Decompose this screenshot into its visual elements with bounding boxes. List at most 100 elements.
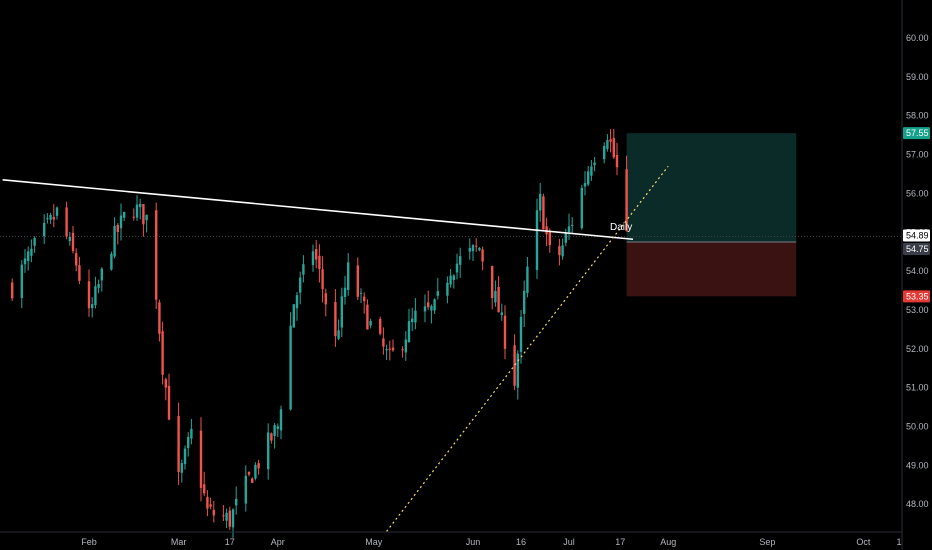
candle-body bbox=[97, 284, 100, 288]
candle-body bbox=[52, 216, 55, 220]
candle bbox=[23, 249, 27, 273]
time-tick-label: Aug bbox=[660, 537, 676, 547]
candle bbox=[388, 340, 391, 361]
candle bbox=[356, 257, 359, 301]
support-trendline[interactable] bbox=[386, 165, 669, 532]
candle bbox=[225, 508, 228, 529]
candle bbox=[475, 238, 478, 252]
candle-body bbox=[343, 287, 347, 297]
candle-body bbox=[203, 484, 206, 494]
candle-body bbox=[347, 262, 350, 290]
candle bbox=[199, 417, 203, 502]
candle-body bbox=[190, 428, 193, 439]
candle-body bbox=[251, 478, 254, 483]
candle bbox=[423, 294, 427, 323]
profit-zone[interactable] bbox=[626, 133, 797, 242]
candle-body bbox=[369, 320, 372, 326]
target-price-badge-text: 57.55 bbox=[906, 128, 929, 138]
candle bbox=[526, 256, 529, 298]
candle-body bbox=[33, 237, 36, 246]
candle bbox=[366, 299, 369, 330]
timeframe-label: Daily bbox=[610, 222, 632, 233]
candle-body bbox=[49, 214, 52, 220]
candle-body bbox=[273, 425, 276, 436]
candle bbox=[411, 307, 414, 331]
candle bbox=[535, 198, 539, 279]
candle-body bbox=[27, 251, 30, 261]
candle bbox=[289, 312, 292, 411]
candle-body bbox=[46, 218, 49, 220]
candle-body bbox=[593, 162, 596, 166]
time-tick-label: Apr bbox=[271, 537, 285, 547]
candle bbox=[270, 432, 273, 444]
candle-body bbox=[158, 302, 161, 334]
candle-body bbox=[356, 265, 359, 297]
candle bbox=[491, 265, 494, 310]
candle-body bbox=[164, 379, 167, 388]
candle bbox=[222, 505, 225, 522]
candle-body bbox=[135, 204, 139, 218]
target-price-badge: 57.55 bbox=[903, 127, 930, 140]
time-tick-label: Sep bbox=[759, 537, 775, 547]
candle bbox=[430, 304, 433, 324]
candle bbox=[459, 247, 462, 278]
candle bbox=[324, 288, 327, 317]
candle bbox=[302, 255, 305, 283]
candle bbox=[27, 246, 30, 271]
candle-body bbox=[94, 286, 97, 306]
candle-body bbox=[222, 515, 225, 517]
candle bbox=[292, 304, 295, 328]
candle bbox=[315, 240, 318, 269]
stop-price-badge-text: 53.35 bbox=[906, 291, 929, 301]
price-tick-label: 49.00 bbox=[906, 460, 929, 470]
candle-body bbox=[334, 302, 337, 337]
candle bbox=[30, 239, 33, 263]
candle-body bbox=[302, 264, 305, 275]
candle bbox=[311, 244, 315, 272]
candle-body bbox=[567, 226, 571, 233]
candle-body bbox=[187, 436, 190, 449]
candle bbox=[401, 346, 404, 358]
candle-body bbox=[481, 249, 484, 262]
candle-body bbox=[145, 214, 148, 221]
candle bbox=[318, 244, 321, 283]
candle bbox=[187, 432, 190, 457]
candle-body bbox=[411, 318, 414, 323]
candle bbox=[206, 490, 209, 517]
candle-body bbox=[359, 292, 363, 294]
candle-body bbox=[183, 448, 187, 465]
candle bbox=[468, 238, 471, 260]
candle-body bbox=[446, 282, 449, 296]
price-tick-label: 54.00 bbox=[906, 266, 929, 276]
candle-body bbox=[535, 210, 539, 270]
candle-body bbox=[407, 321, 411, 343]
candle bbox=[404, 331, 407, 361]
time-axis[interactable]: Feb Mar 17 Apr May Jun 16 Jul 17 Aug Sep Oct 1 bbox=[81, 537, 901, 547]
candle bbox=[452, 274, 455, 289]
candle bbox=[363, 292, 366, 314]
candle bbox=[135, 195, 139, 221]
candle bbox=[190, 418, 193, 445]
candle bbox=[247, 471, 251, 477]
candle-body bbox=[247, 471, 251, 475]
candle-body bbox=[65, 207, 68, 237]
candle bbox=[436, 278, 439, 300]
candle-body bbox=[590, 166, 593, 176]
candle bbox=[494, 280, 497, 307]
candle-body bbox=[55, 207, 59, 216]
candle-body bbox=[289, 325, 292, 410]
candle bbox=[433, 298, 436, 314]
candle bbox=[43, 214, 46, 244]
loss-zone[interactable] bbox=[626, 241, 797, 297]
candle-body bbox=[606, 140, 609, 149]
candle-body bbox=[142, 204, 145, 225]
entry-price-badge-bg bbox=[903, 242, 930, 255]
resistance-trendline[interactable] bbox=[2, 179, 634, 241]
candle bbox=[203, 471, 206, 497]
candle bbox=[139, 198, 142, 220]
candle-body bbox=[225, 512, 228, 521]
candle bbox=[606, 134, 609, 152]
candle bbox=[295, 291, 299, 321]
candle bbox=[55, 206, 59, 220]
